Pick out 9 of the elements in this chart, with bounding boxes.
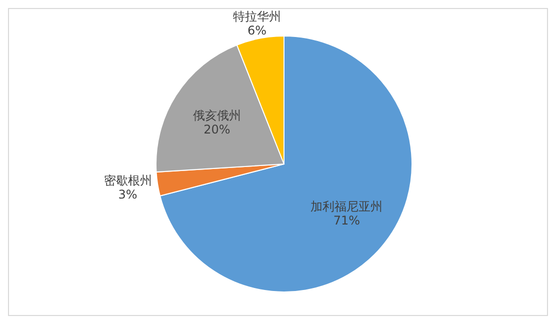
slice-label: 特拉华州 — [233, 10, 282, 24]
slice-label: 加利福尼亚州 — [310, 200, 383, 214]
data-label: 3% — [118, 188, 138, 202]
data-label: 71% — [333, 214, 360, 228]
slice-label: 密歇根州 — [104, 174, 152, 188]
pie-slice — [160, 36, 412, 292]
data-label: 20% — [204, 122, 230, 136]
data-label: 6% — [247, 24, 267, 38]
slice-label: 俄亥俄州 — [192, 108, 241, 122]
